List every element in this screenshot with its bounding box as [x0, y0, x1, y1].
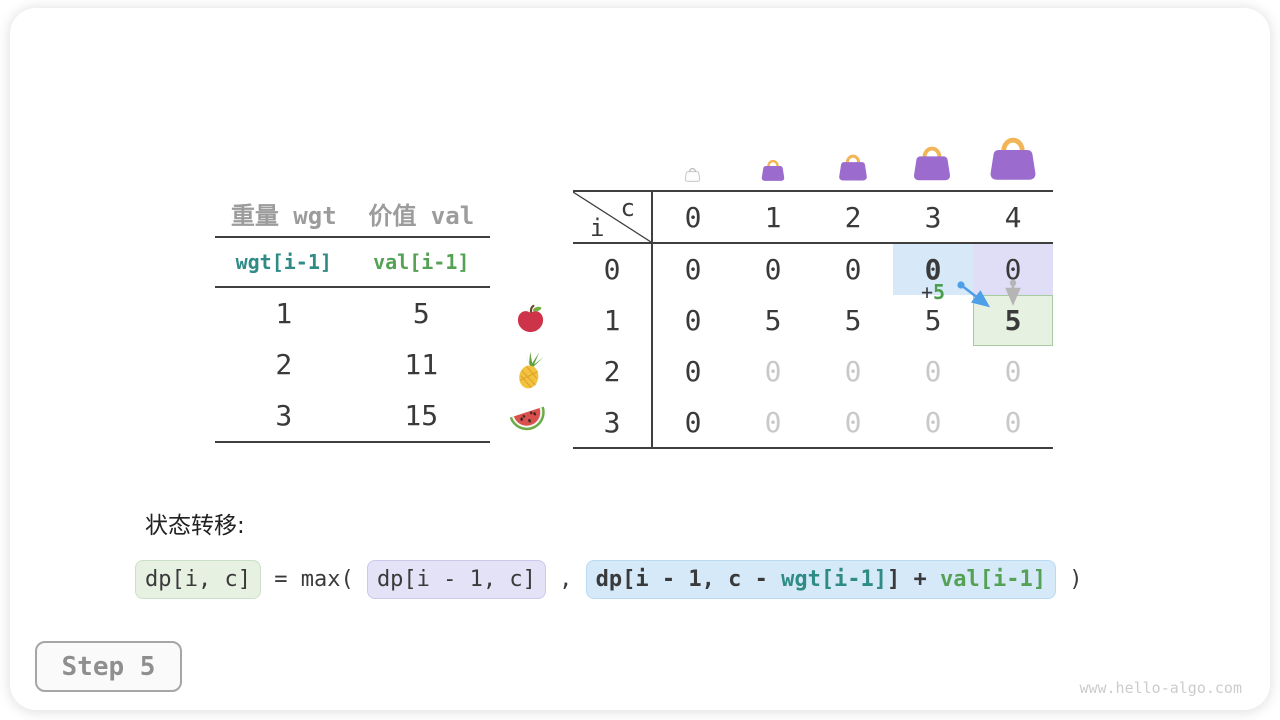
state-transition-formula: dp[i, c] = max( dp[i - 1, c] , dp[i - 1,…	[135, 560, 1083, 599]
pineapple-icon	[512, 350, 548, 394]
dp-cell: 0	[764, 405, 782, 439]
items-header-row: 重量 wgt 价值 val	[215, 190, 490, 238]
bag-icon-capacity-4	[987, 132, 1039, 186]
items-table: 重量 wgt 价值 val wgt[i-1] val[i-1] 1 5 2 11 3 15	[215, 190, 490, 443]
dp-cell: 5	[924, 304, 942, 337]
dp-cell: 0	[844, 405, 862, 439]
dp-cell: 0	[924, 405, 942, 439]
dp-col-header: 4	[973, 192, 1053, 244]
corner-diagonal-line	[573, 192, 651, 242]
items-cell: 15	[404, 399, 439, 432]
dp-row-variable: i	[590, 214, 605, 242]
dp-cell: 0	[684, 304, 702, 337]
dp-cell: 0	[1004, 405, 1022, 439]
formula-text: val[i-1]	[940, 567, 1046, 592]
site-watermark: www.hello-algo.com	[1079, 679, 1242, 697]
dp-row-header: 3	[573, 397, 653, 447]
items-index-val: val[i-1]	[373, 250, 470, 274]
dp-cell: 0	[844, 355, 862, 388]
formula-text: dp[i - 1, c -	[595, 567, 782, 592]
bag-icon-capacity-3	[911, 142, 953, 186]
dp-cell: 0	[844, 253, 862, 286]
items-cell: 1	[275, 297, 293, 330]
bag-icon-capacity-0	[684, 166, 701, 186]
formula-term-lavender: dp[i - 1, c]	[366, 560, 546, 599]
formula-text: dp[i - 1, c]	[376, 567, 536, 592]
formula-operator: )	[1056, 567, 1083, 592]
formula-text: wgt[i-1]	[781, 567, 888, 592]
watermelon-icon	[508, 402, 550, 442]
formula-text: ,	[545, 567, 586, 592]
state-transition-label: 状态转移:	[145, 513, 245, 539]
dp-cell: 0	[684, 405, 702, 439]
dp-col-header: 0	[653, 192, 733, 244]
items-col-header-weight: 重量 wgt	[230, 201, 337, 230]
added-value: 5	[933, 280, 946, 304]
dp-cell: 0	[893, 244, 973, 295]
dp-cell: 5	[973, 295, 1053, 346]
dp-cell: 0	[1004, 355, 1022, 388]
dp-col-header: 3	[893, 192, 973, 244]
dp-cell: 0	[973, 244, 1053, 295]
dp-col-header: 1	[733, 192, 813, 244]
formula-text: )	[1056, 567, 1083, 592]
dp-cell: 0	[764, 253, 782, 286]
formula-term-blue: dp[i - 1, c - wgt[i-1]] + val[i-1]	[585, 560, 1056, 599]
dp-cell: 0	[764, 355, 782, 388]
items-index-row: wgt[i-1] val[i-1]	[215, 238, 490, 288]
dp-row-header: 0	[573, 244, 653, 295]
items-col-header-value: 价值 val	[368, 201, 475, 230]
items-row: 2 11	[215, 339, 490, 390]
formula-text: = max(	[260, 567, 367, 592]
items-cell: 11	[404, 348, 439, 381]
formula-text: dp[i, c]	[145, 567, 251, 592]
items-row: 3 15	[215, 390, 490, 441]
dp-col-header: 2	[813, 192, 893, 244]
items-cell: 5	[412, 297, 430, 330]
bag-icon-capacity-1	[760, 157, 786, 186]
dp-row-header: 2	[573, 346, 653, 397]
bag-icon-capacity-2	[837, 151, 869, 186]
dp-corner-cell: c i	[573, 192, 653, 244]
formula-term-green: dp[i, c]	[135, 560, 261, 599]
dp-cell: 0	[684, 253, 702, 286]
items-cell: 3	[275, 399, 293, 432]
formula-text: ] +	[887, 567, 941, 592]
plus-sign: +	[921, 280, 934, 304]
step-badge-label: Step 5	[61, 651, 156, 682]
items-cell: 2	[275, 348, 293, 381]
add-value-annotation: +5	[921, 280, 945, 304]
dp-cell: 0	[924, 355, 942, 388]
dp-cell: 5	[764, 304, 782, 337]
dp-cell: 5	[844, 304, 862, 337]
step-badge: Step 5	[35, 641, 182, 692]
formula-operator: ,	[546, 567, 586, 592]
dp-row-header: 1	[573, 295, 653, 346]
items-data-rows: 1 5 2 11 3 15	[215, 288, 490, 443]
dp-col-variable: c	[620, 194, 635, 222]
items-index-wgt: wgt[i-1]	[235, 250, 332, 274]
dp-cell: 0	[684, 355, 702, 388]
apple-icon	[515, 303, 546, 338]
formula-operator: = max(	[261, 567, 367, 592]
